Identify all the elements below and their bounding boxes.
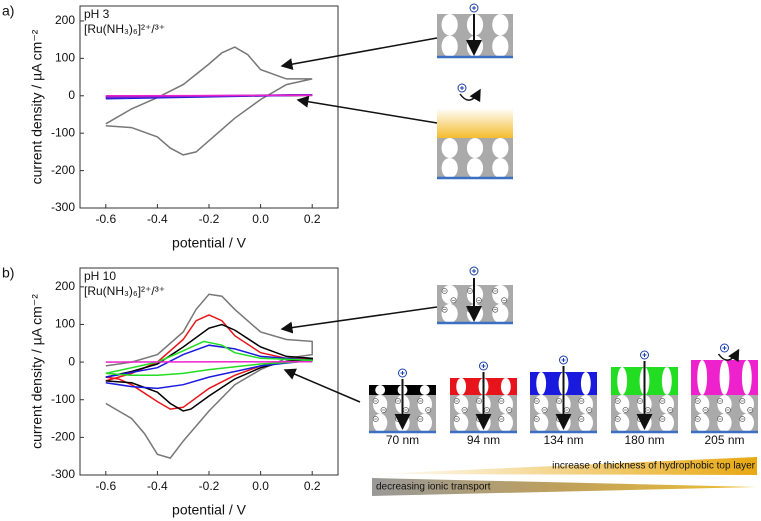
- hydrophobic-layer: [437, 108, 513, 142]
- y-tick-label: 0: [68, 88, 75, 102]
- pore: [441, 14, 458, 36]
- top-pore: [419, 385, 430, 395]
- cv-curve: [105, 46, 313, 156]
- cation-plus: [561, 358, 566, 362]
- thickness-wedge: [372, 457, 757, 475]
- panel-label: b): [2, 265, 14, 281]
- blocked-arrow: [459, 88, 481, 103]
- y-tick-label: -200: [51, 163, 75, 177]
- pore: [492, 138, 509, 158]
- y-tick-label: 200: [55, 13, 75, 27]
- x-tick-label: 0.2: [304, 479, 321, 493]
- transport-wedge: [372, 478, 757, 496]
- top-pore: [580, 372, 591, 395]
- pore: [492, 35, 509, 57]
- top-pore: [719, 360, 730, 395]
- thickness-label: 70 nm: [386, 433, 419, 447]
- top-pore: [741, 360, 752, 395]
- x-axis-title: potential / V: [172, 235, 247, 251]
- annotation: pH 10: [84, 269, 116, 283]
- pointer-arrow: [296, 95, 438, 124]
- x-tick-label: -0.4: [147, 212, 168, 226]
- trend-label: decreasing ionic transport: [376, 482, 491, 493]
- blocked-arrow: [717, 348, 740, 363]
- y-tick-label: 100: [55, 317, 75, 331]
- pointer-arrow: [280, 37, 438, 71]
- cation-plus: [642, 353, 647, 357]
- y-tick-label: -300: [51, 467, 75, 481]
- pore: [492, 14, 509, 36]
- pointer-arrow: [280, 306, 438, 334]
- trend-label: increase of thickness of hydrophobic top…: [552, 461, 756, 472]
- thickness-label: 94 nm: [467, 433, 500, 447]
- y-tick-label: -300: [51, 200, 75, 214]
- top-pore: [375, 385, 386, 395]
- y-tick-label: 100: [55, 51, 75, 65]
- x-tick-label: 0.0: [252, 479, 269, 493]
- thickness-label: 205 nm: [704, 433, 744, 447]
- cation-plus: [722, 346, 727, 350]
- cv-curve: [105, 323, 313, 412]
- pore: [466, 158, 484, 178]
- y-axis-title: current density / µA cm⁻²: [29, 294, 45, 449]
- y-tick-label: -100: [51, 392, 75, 406]
- panel-label: a): [2, 3, 14, 19]
- x-tick-label: -0.2: [199, 212, 220, 226]
- top-pore: [617, 367, 628, 395]
- y-tick-label: 0: [68, 354, 75, 368]
- top-pore: [456, 378, 467, 395]
- annotation: [Ru(NH₃)₆]²⁺/³⁺: [84, 22, 165, 36]
- y-tick-label: -200: [51, 430, 75, 444]
- cation-plus: [481, 364, 486, 368]
- top-pore: [500, 378, 511, 395]
- pore: [466, 138, 484, 158]
- plot-frame: [79, 5, 339, 209]
- annotation: pH 3: [84, 7, 110, 21]
- x-axis-title: potential / V: [172, 502, 247, 518]
- top-pore: [536, 372, 547, 395]
- x-tick-label: -0.2: [199, 479, 220, 493]
- cv-curve: [105, 340, 313, 377]
- x-tick-label: -0.6: [95, 212, 116, 226]
- cation-plus: [472, 269, 476, 273]
- cv-curve: [105, 293, 313, 459]
- cation-plus: [460, 86, 464, 90]
- x-tick-label: -0.6: [95, 479, 116, 493]
- pore: [492, 158, 509, 178]
- y-axis-title: current density / µA cm⁻²: [29, 29, 45, 184]
- cation-plus: [400, 371, 405, 375]
- cation-plus: [472, 6, 476, 10]
- y-tick-label: 200: [55, 279, 75, 293]
- top-pore: [661, 367, 672, 395]
- pointer-arrow: [283, 368, 361, 403]
- annotation: [Ru(NH₃)₆]²⁺/³⁺: [84, 284, 165, 298]
- pore: [441, 158, 458, 178]
- x-tick-label: 0.2: [304, 212, 321, 226]
- pore: [441, 35, 458, 57]
- x-tick-label: 0.0: [252, 212, 269, 226]
- y-tick-label: -100: [51, 125, 75, 139]
- thickness-label: 134 nm: [543, 433, 583, 447]
- thickness-label: 180 nm: [624, 433, 664, 447]
- top-pore: [697, 360, 708, 395]
- x-tick-label: -0.4: [147, 479, 168, 493]
- plot-frame: [79, 267, 339, 476]
- pore: [441, 138, 458, 158]
